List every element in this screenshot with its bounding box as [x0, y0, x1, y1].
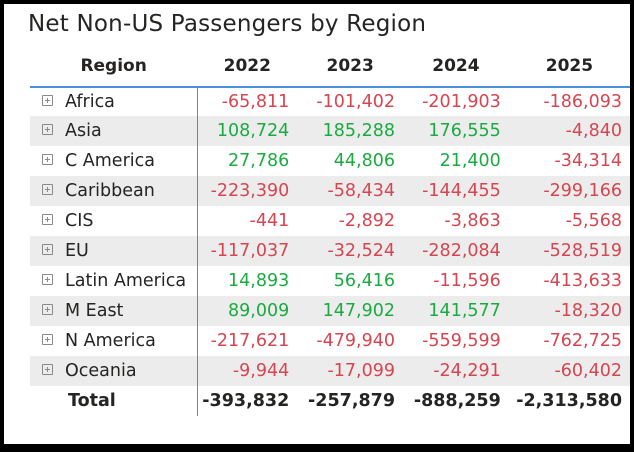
expand-plus-icon[interactable]: [42, 154, 53, 165]
visual-title: Net Non-US Passengers by Region: [28, 11, 427, 37]
total-cell-2023: -257,879: [308, 391, 396, 411]
region-label: Africa: [65, 92, 115, 112]
value-cell-2024: -201,903: [403, 86, 509, 116]
value-cell-2022: -223,390: [197, 176, 298, 206]
value-cell-2023: 185,288: [297, 116, 404, 146]
column-header-2024[interactable]: 2024: [432, 56, 480, 76]
value-cell-2025: -413,633: [543, 271, 622, 291]
expand-plus-icon[interactable]: [42, 95, 53, 106]
table-visual: Net Non-US Passengers by Region Region 2…: [4, 4, 630, 444]
total-label: Total: [30, 386, 198, 416]
value-cell-2022: -65,811: [197, 86, 298, 116]
expand-plus-icon[interactable]: [42, 244, 53, 255]
value-cell-2024: -282,084: [403, 236, 509, 266]
region-label: Asia: [65, 121, 102, 141]
expand-plus-icon[interactable]: [42, 124, 53, 135]
table-row: Caribbean -223,390 -58,434 -144,455 -299,166: [30, 176, 630, 206]
table-row: Oceania -9,944 -17,099 -24,291 -60,402: [30, 356, 630, 386]
expand-plus-icon[interactable]: [42, 214, 53, 225]
region-label: Oceania: [65, 361, 137, 381]
region-cell: Latin America: [30, 266, 198, 296]
table-row: C America 27,786 44,806 21,400 -34,314: [30, 146, 630, 176]
total-cell-2024: -888,259: [413, 391, 501, 411]
region-cell: EU: [30, 236, 198, 266]
value-cell-2022: -217,621: [210, 331, 290, 351]
value-cell-2023: 56,416: [333, 271, 396, 291]
value-cell-2024: 21,400: [439, 151, 501, 171]
region-label: Caribbean: [65, 181, 155, 201]
value-cell-2022: 27,786: [228, 151, 290, 171]
value-cell-2023: 147,902: [297, 296, 404, 326]
expand-plus-icon[interactable]: [42, 184, 53, 195]
expand-plus-icon[interactable]: [42, 274, 53, 285]
value-cell-2023: -2,892: [338, 211, 396, 231]
column-header-2025[interactable]: 2025: [545, 56, 594, 76]
region-label: M East: [65, 301, 124, 321]
table-row: Asia 108,724 185,288 176,555 -4,840: [30, 116, 630, 146]
value-cell-2023: -17,099: [297, 356, 404, 386]
total-row: Total -393,832 -257,879 -888,259 -2,313,580: [30, 386, 630, 416]
expand-plus-icon[interactable]: [42, 304, 53, 315]
column-header-2023[interactable]: 2023: [326, 56, 374, 76]
value-cell-2023: -101,402: [297, 86, 404, 116]
value-cell-2025: -528,519: [508, 236, 630, 266]
region-label: Latin America: [65, 271, 187, 291]
region-label: C America: [65, 151, 155, 171]
column-header-2022[interactable]: 2022: [223, 56, 271, 76]
value-cell-2023: -58,434: [297, 176, 404, 206]
region-cell: M East: [30, 296, 198, 326]
table-row: N America -217,621 -479,940 -559,599 -762,72…: [30, 326, 630, 356]
matrix-table: Region 2022 2023 2024 2025 Africa -65,811…: [30, 46, 630, 416]
value-cell-2024: -11,596: [433, 271, 501, 291]
value-cell-2025: -4,840: [508, 116, 630, 146]
value-cell-2022: 108,724: [197, 116, 298, 146]
value-cell-2022: -441: [249, 211, 290, 231]
region-cell: N America: [30, 326, 198, 356]
total-cell-2025: -2,313,580: [516, 391, 622, 411]
region-cell: Caribbean: [30, 176, 198, 206]
region-label: CIS: [65, 211, 94, 231]
value-cell-2024: -24,291: [403, 356, 509, 386]
region-cell: Asia: [30, 116, 198, 146]
value-cell-2023: 44,806: [333, 151, 396, 171]
region-cell: C America: [30, 146, 198, 176]
expand-plus-icon[interactable]: [42, 334, 53, 345]
table-row: EU -117,037 -32,524 -282,084 -528,519: [30, 236, 630, 266]
header-row: Region 2022 2023 2024 2025: [30, 46, 630, 87]
table-row: Latin America 14,893 56,416 -11,596 -413,633: [30, 266, 630, 296]
region-cell: Africa: [30, 86, 198, 116]
value-cell-2024: 141,577: [403, 296, 509, 326]
value-cell-2025: -18,320: [508, 296, 630, 326]
table-row: Africa -65,811 -101,402 -201,903 -186,093: [30, 86, 630, 116]
value-cell-2024: -3,863: [444, 211, 501, 231]
value-cell-2022: -117,037: [197, 236, 298, 266]
value-cell-2022: -9,944: [197, 356, 298, 386]
value-cell-2023: -479,940: [316, 331, 396, 351]
total-cell-2022: -393,832: [202, 391, 290, 411]
column-header-region[interactable]: Region: [80, 56, 147, 76]
value-cell-2025: -186,093: [508, 86, 630, 116]
value-cell-2025: -299,166: [508, 176, 630, 206]
value-cell-2025: -762,725: [543, 331, 622, 351]
value-cell-2025: -34,314: [554, 151, 622, 171]
value-cell-2025: -60,402: [508, 356, 630, 386]
table-row: M East 89,009 147,902 141,577 -18,320: [30, 296, 630, 326]
value-cell-2024: -144,455: [403, 176, 509, 206]
value-cell-2022: 14,893: [228, 271, 290, 291]
value-cell-2024: -559,599: [422, 331, 501, 351]
expand-plus-icon[interactable]: [42, 364, 53, 375]
value-cell-2022: 89,009: [197, 296, 298, 326]
value-cell-2024: 176,555: [403, 116, 509, 146]
region-cell: Oceania: [30, 356, 198, 386]
region-label: EU: [65, 241, 89, 261]
table-row: CIS -441 -2,892 -3,863 -5,568: [30, 206, 630, 236]
value-cell-2023: -32,524: [297, 236, 404, 266]
region-cell: CIS: [30, 206, 198, 236]
value-cell-2025: -5,568: [565, 211, 622, 231]
region-label: N America: [65, 331, 156, 351]
